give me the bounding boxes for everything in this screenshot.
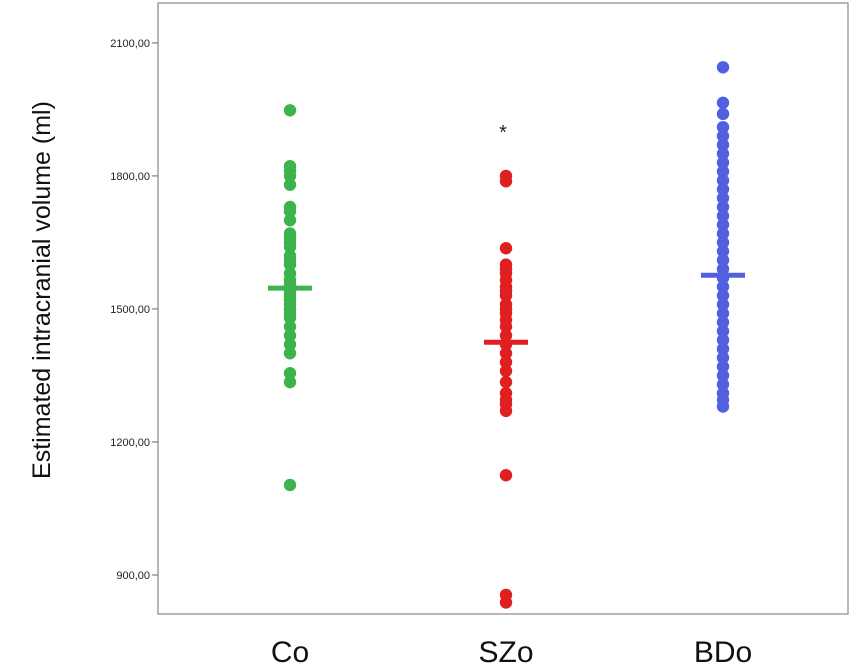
data-point bbox=[283, 205, 297, 218]
y-tick-label: 2100,00 bbox=[110, 38, 150, 50]
annotations: * bbox=[499, 122, 507, 144]
series-SZo bbox=[499, 169, 513, 609]
data-point bbox=[716, 316, 730, 329]
data-point bbox=[716, 378, 730, 391]
data-point bbox=[499, 404, 513, 418]
data-point bbox=[283, 258, 297, 271]
data-point bbox=[716, 147, 730, 160]
data-point bbox=[716, 165, 730, 178]
data-point bbox=[716, 333, 730, 347]
data-point bbox=[499, 364, 513, 378]
data-point bbox=[716, 360, 730, 373]
data-point bbox=[283, 311, 297, 325]
data-point bbox=[283, 240, 297, 254]
data-point bbox=[716, 209, 730, 223]
data-point bbox=[283, 329, 297, 342]
data-point bbox=[716, 280, 730, 293]
data-point bbox=[283, 478, 297, 492]
data-point bbox=[716, 191, 730, 205]
data-point bbox=[716, 174, 730, 187]
data-point bbox=[716, 200, 730, 214]
data-point bbox=[716, 298, 730, 311]
data-point bbox=[499, 347, 513, 360]
y-axis-title: Estimated intracranial volume (ml) bbox=[28, 101, 56, 479]
y-tick-label: 1500,00 bbox=[110, 304, 150, 316]
data-point bbox=[716, 253, 730, 267]
x-axis-labels: Co SZo BDo bbox=[271, 636, 752, 669]
y-axis: 900,00 1200,00 1500,00 1800,00 2100,00 bbox=[110, 38, 158, 582]
mean-markers bbox=[268, 265, 745, 353]
data-point bbox=[716, 307, 730, 320]
data-point bbox=[283, 169, 297, 183]
data-point bbox=[716, 138, 730, 152]
data-point bbox=[716, 183, 730, 196]
data-point bbox=[716, 245, 730, 258]
category-label-Co: Co bbox=[271, 636, 309, 669]
data-point bbox=[716, 227, 730, 240]
y-tick-label: 1800,00 bbox=[110, 171, 150, 183]
data-point bbox=[716, 156, 730, 169]
category-label-BDo: BDo bbox=[694, 636, 752, 669]
data-point bbox=[716, 236, 730, 249]
data-point bbox=[716, 218, 730, 231]
data-point bbox=[499, 375, 513, 389]
data-point bbox=[499, 469, 513, 482]
data-point bbox=[716, 369, 730, 382]
data-point bbox=[283, 367, 297, 380]
category-label-SZo: SZo bbox=[478, 636, 533, 669]
data-points bbox=[283, 61, 730, 609]
data-point bbox=[716, 400, 730, 413]
data-point bbox=[499, 320, 513, 333]
data-point bbox=[499, 596, 513, 609]
data-point bbox=[283, 338, 297, 351]
data-point bbox=[283, 104, 297, 117]
significance-asterisk: * bbox=[499, 122, 507, 144]
data-point bbox=[499, 241, 513, 255]
data-point bbox=[283, 347, 297, 360]
series-BDo bbox=[716, 61, 730, 413]
data-point bbox=[716, 61, 730, 74]
data-point bbox=[716, 120, 730, 134]
data-point bbox=[499, 355, 513, 369]
data-point bbox=[499, 289, 513, 302]
data-point bbox=[716, 342, 730, 356]
data-point bbox=[716, 129, 730, 143]
data-point bbox=[499, 175, 513, 188]
data-point bbox=[716, 96, 730, 109]
y-tick-label: 1200,00 bbox=[110, 437, 150, 449]
data-point bbox=[716, 289, 730, 302]
data-point bbox=[716, 324, 730, 338]
data-point bbox=[716, 107, 730, 121]
data-point bbox=[283, 320, 297, 333]
data-point bbox=[283, 214, 297, 227]
data-point bbox=[716, 351, 730, 364]
data-point bbox=[283, 375, 297, 389]
data-point bbox=[283, 178, 297, 191]
y-tick-label: 900,00 bbox=[116, 570, 150, 582]
